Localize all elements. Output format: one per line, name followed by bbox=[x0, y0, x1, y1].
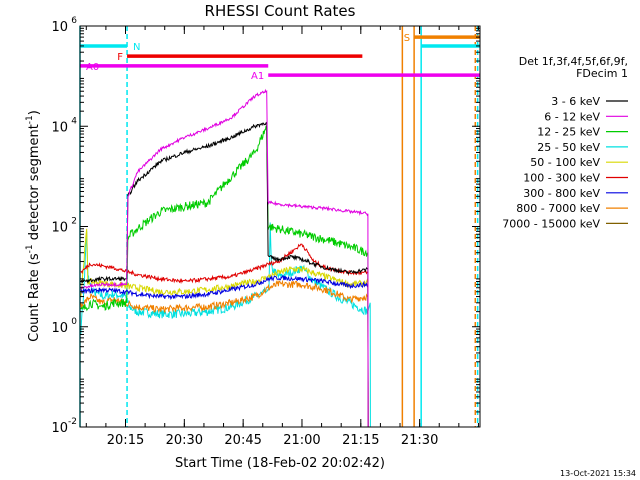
legend-label: 300 - 800 keV bbox=[523, 187, 600, 200]
flag-label: A0 bbox=[86, 62, 99, 73]
flag-label: F bbox=[117, 52, 123, 63]
legend: Det 1f,3f,4f,5f,6f,9f,FDecim 1 3 - 6 keV 6… bbox=[502, 55, 628, 230]
y-label-exponent: -1 bbox=[25, 115, 35, 124]
y-axis-label-text: Count Rate (s-1 detector segment-1) bbox=[25, 110, 42, 342]
series-line-1 bbox=[80, 279, 369, 428]
y-tick-label: 10 bbox=[51, 221, 68, 236]
y-label-part: Count Rate (s bbox=[27, 253, 42, 342]
legend-label: 800 - 7000 keV bbox=[516, 202, 600, 215]
legend-label: 6 - 12 keV bbox=[544, 110, 600, 123]
y-label-part: ) bbox=[27, 110, 42, 115]
x-tick-label: 21:00 bbox=[283, 433, 320, 448]
x-tick-label: 21:30 bbox=[401, 433, 438, 448]
flag-label: A1 bbox=[251, 71, 264, 82]
y-tick-exponent: 2 bbox=[71, 217, 77, 227]
y-label-part: detector segment bbox=[27, 124, 42, 244]
y-tick-exponent: 6 bbox=[71, 16, 77, 26]
y-axis-label: Count Rate (s-1 detector segment-1) bbox=[25, 110, 42, 342]
x-tick-label: 21:15 bbox=[342, 433, 379, 448]
footer-date: 13-Oct-2021 15:34 bbox=[560, 469, 636, 478]
legend-header-line: Det 1f,3f,4f,5f,6f,9f, bbox=[519, 55, 628, 68]
series-line-2 bbox=[80, 125, 369, 428]
y-tick-exponent: -2 bbox=[68, 417, 77, 427]
legend-header-line: FDecim 1 bbox=[576, 67, 628, 80]
legend-label: 100 - 300 keV bbox=[523, 172, 600, 185]
x-tick-label: 20:30 bbox=[166, 433, 203, 448]
series-line-4 bbox=[80, 275, 369, 428]
series-line-7 bbox=[80, 88, 369, 428]
series-line-3 bbox=[80, 228, 369, 428]
flag-label: N bbox=[133, 42, 140, 53]
series-line-0 bbox=[80, 222, 371, 428]
legend-label: 3 - 6 keV bbox=[551, 95, 600, 108]
series-line-6 bbox=[80, 121, 369, 428]
y-label-exponent: -1 bbox=[25, 244, 35, 253]
legend-label: 50 - 100 keV bbox=[530, 156, 600, 169]
y-tick-label: 10 bbox=[51, 120, 68, 135]
legend-label: 7000 - 15000 keV bbox=[502, 217, 600, 230]
y-tick-exponent: 4 bbox=[71, 116, 77, 126]
y-tick-label: 10 bbox=[51, 421, 68, 436]
x-tick-label: 20:45 bbox=[224, 433, 261, 448]
x-tick-label: 20:15 bbox=[107, 433, 144, 448]
y-tick-exponent: 0 bbox=[71, 317, 77, 327]
flag-label: S bbox=[404, 33, 410, 44]
legend-label: 25 - 50 keV bbox=[537, 141, 600, 154]
series-line-5 bbox=[80, 243, 369, 428]
series-layer bbox=[80, 88, 371, 428]
x-axis-label: Start Time (18-Feb-02 20:02:42) bbox=[175, 456, 385, 471]
legend-label: 12 - 25 keV bbox=[537, 126, 600, 139]
chart-title: RHESSI Count Rates bbox=[205, 2, 356, 20]
y-tick-label: 10 bbox=[51, 321, 68, 336]
y-tick-label: 10 bbox=[51, 20, 68, 35]
